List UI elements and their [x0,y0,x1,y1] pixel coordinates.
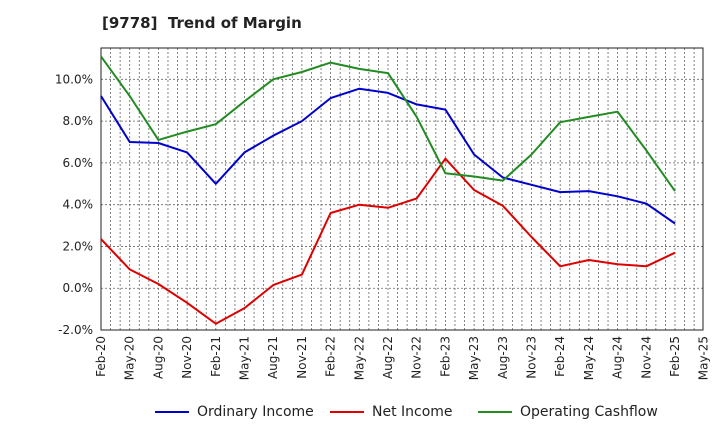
series-line-net-income [100,157,676,325]
x-tick-label: Feb-25 [668,336,682,377]
y-tick-label: 4.0% [63,198,94,212]
legend-label: Ordinary Income [197,404,314,420]
series-line-operating-cashflow [100,55,676,192]
y-tick-label: 8.0% [63,114,94,128]
x-tick-label: Aug-22 [381,336,395,379]
y-tick-label: 0.0% [63,281,94,295]
x-tick-label: Aug-21 [266,336,280,379]
x-tick-label: Nov-24 [639,336,653,379]
x-tick-label: May-25 [697,336,711,380]
x-tick-label: Feb-20 [94,336,108,377]
x-tick-label: Feb-23 [438,336,452,377]
legend-item: Net Income [330,404,453,420]
x-tick-label: Aug-20 [151,336,165,379]
y-tick-label: 6.0% [63,156,94,170]
legend-swatch [155,411,189,413]
legend-swatch [478,411,512,413]
legend-label: Operating Cashflow [520,404,658,420]
y-tick-label: -2.0% [58,323,93,337]
series-lines [100,55,676,325]
series-line-ordinary-income [100,87,676,225]
plot-area [101,48,703,330]
x-tick-label: May-22 [352,336,366,380]
axes [100,47,704,331]
x-tick-label: Feb-24 [553,336,567,377]
x-tick-label: Feb-22 [324,336,338,377]
x-tick-label: Feb-21 [209,336,223,377]
x-tick-label: May-20 [123,336,137,380]
y-tick-label: 10.0% [55,72,93,86]
legend-label: Net Income [372,404,453,420]
plot-frame [100,47,704,331]
y-tick-label: 2.0% [63,239,94,253]
x-tick-label: May-21 [238,336,252,380]
x-tick-label: Aug-24 [611,336,625,379]
tick-labels: -2.0% 0.0% 2.0% 4.0% 6.0% 8.0% 10.0% Feb-20 May-… [55,72,711,380]
x-tick-label: Nov-20 [180,336,194,379]
plot-background [101,48,703,330]
x-tick-label: May-24 [582,336,596,380]
chart-title: [9778] Trend of Margin [102,14,302,32]
chart-legend: Ordinary Income Net Income Operating Cashf… [0,404,720,426]
x-tick-label: Nov-21 [295,336,309,379]
legend-swatch [330,411,364,413]
x-tick-label: May-23 [467,336,481,380]
legend-item: Operating Cashflow [478,404,658,420]
x-tick-label: Aug-23 [496,336,510,379]
x-tick-label: Nov-22 [410,336,424,379]
legend-item: Ordinary Income [155,404,314,420]
x-tick-label: Nov-23 [525,336,539,379]
